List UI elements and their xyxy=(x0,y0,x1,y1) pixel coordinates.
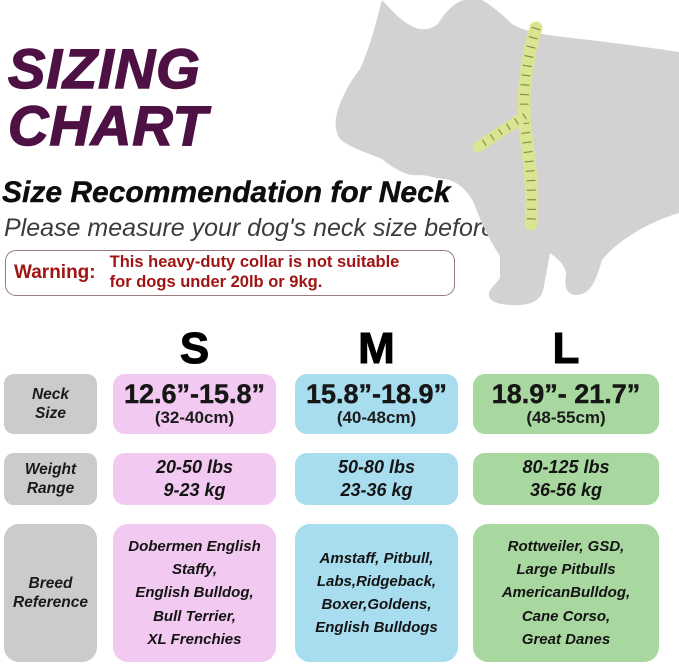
measuring-tape-branch-ticks xyxy=(476,113,527,150)
dog-illustration xyxy=(330,0,679,312)
weight-range-row-label-cell: Weight Range xyxy=(4,453,97,505)
size-header-s: S xyxy=(179,324,210,374)
neck-size-cell-l: 18.9”- 21.7” (48-55cm) xyxy=(473,374,659,434)
measuring-tape xyxy=(517,21,543,231)
weight-cell-m: 50-80 lbs 23-36 kg xyxy=(295,453,458,505)
breeds-l: Rottweiler, GSD, Large Pitbulls American… xyxy=(501,537,631,648)
weight-m: 50-80 lbs 23-36 kg xyxy=(337,456,416,500)
neck-size-row-label: Neck Size xyxy=(31,385,70,422)
section-heading: Size Recommendation for Neck xyxy=(2,176,451,209)
neck-cm-m: (40-48cm) xyxy=(336,407,417,427)
page-title-line1: SIZING xyxy=(7,37,201,100)
breed-reference-row-label: Breed Reference xyxy=(13,574,88,611)
size-header-m: M xyxy=(358,324,396,374)
page-title-line2: CHART xyxy=(7,94,208,157)
breed-cell-m: Amstaff, Pitbull, Labs,Ridgeback, Boxer,… xyxy=(295,524,458,662)
page-title: SIZING CHART xyxy=(7,37,208,157)
breeds-s: Dobermen English Staffy, English Bulldog… xyxy=(128,537,261,648)
breed-reference-row-label-cell: Breed Reference xyxy=(4,524,97,662)
weight-s: 20-50 lbs 9-23 kg xyxy=(155,456,234,500)
breed-cell-l: Rottweiler, GSD, Large Pitbulls American… xyxy=(473,524,659,662)
neck-size-row-label-cell: Neck Size xyxy=(4,374,97,434)
warning-label: Warning: xyxy=(14,262,96,283)
weight-range-row-label: Weight Range xyxy=(24,460,77,497)
weight-range-row: Weight Range 20-50 lbs 9-23 kg 50-80 lbs… xyxy=(0,453,679,505)
warning-text: This heavy-duty collar is not suitable f… xyxy=(109,253,400,291)
weight-cell-s: 20-50 lbs 9-23 kg xyxy=(113,453,276,505)
size-header-l: L xyxy=(552,324,580,374)
neck-size-cell-m: 15.8”-18.9” (40-48cm) xyxy=(295,374,458,434)
neck-size-cell-s: 12.6”-15.8” (32-40cm) xyxy=(113,374,276,434)
neck-cm-l: (48-55cm) xyxy=(526,407,606,427)
breeds-m: Amstaff, Pitbull, Labs,Ridgeback, Boxer,… xyxy=(315,549,438,637)
neck-range-m: 15.8”-18.9” xyxy=(305,379,448,410)
neck-cm-s: (32-40cm) xyxy=(154,407,235,427)
neck-range-l: 18.9”- 21.7” xyxy=(491,379,641,410)
warning-box: Warning: This heavy-duty collar is not s… xyxy=(5,250,455,296)
breed-cell-s: Dobermen English Staffy, English Bulldog… xyxy=(113,524,276,662)
weight-cell-l: 80-125 lbs 36-56 kg xyxy=(473,453,659,505)
size-header-row: S M L xyxy=(0,324,679,374)
neck-size-row: Neck Size 12.6”-15.8” (32-40cm) 15.8”-18… xyxy=(0,374,679,434)
dog-silhouette-with-tape-icon xyxy=(335,0,679,306)
breed-reference-row: Breed Reference Dobermen English Staffy,… xyxy=(0,524,679,662)
neck-range-s: 12.6”-15.8” xyxy=(123,379,266,410)
weight-l: 80-125 lbs 36-56 kg xyxy=(522,456,610,500)
